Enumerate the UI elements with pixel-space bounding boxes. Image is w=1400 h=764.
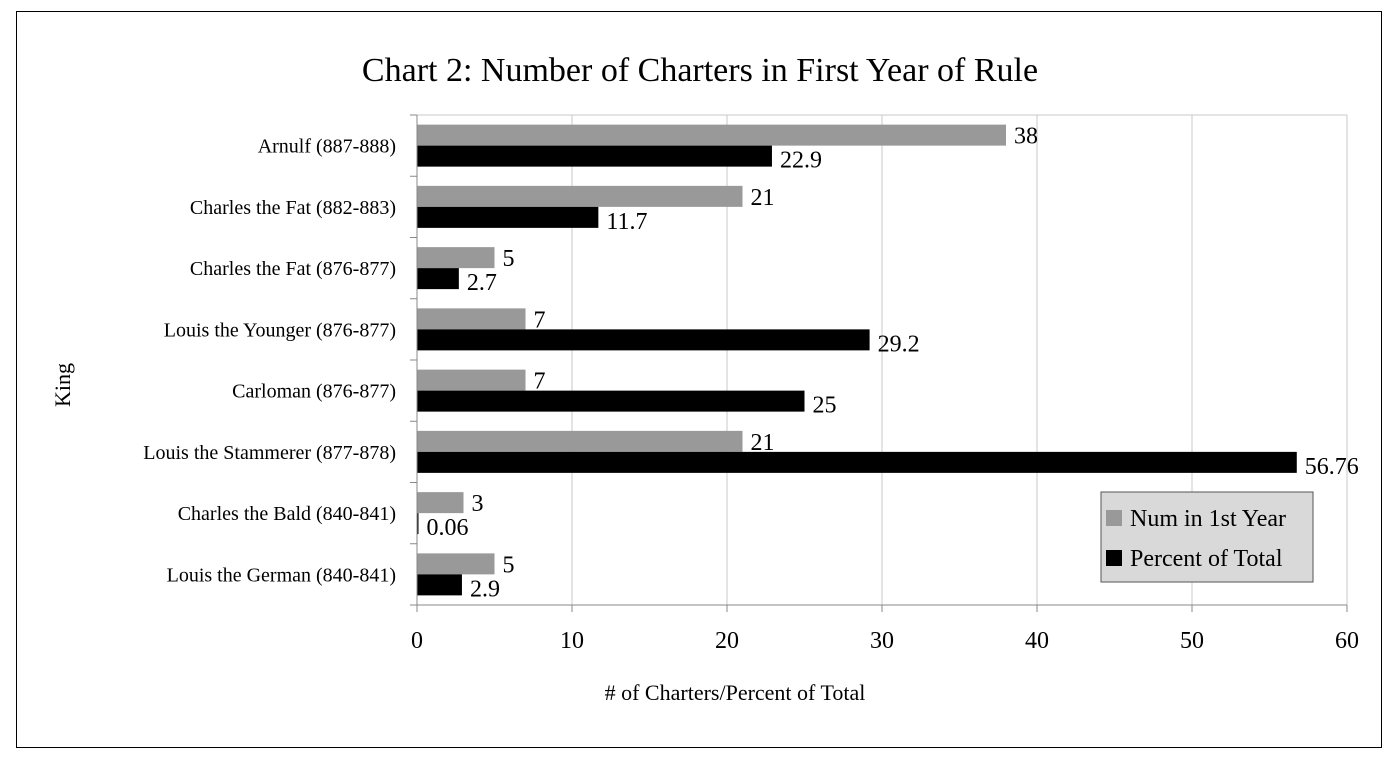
bar-num — [417, 308, 526, 330]
category-label: Arnulf (887-888) — [258, 136, 396, 158]
category-label: Charles the Fat (882-883) — [190, 197, 396, 219]
bar-num — [417, 553, 495, 575]
bar-num — [417, 124, 1006, 146]
y-axis-title: King — [50, 363, 75, 407]
x-tick-label-60: 60 — [1335, 628, 1359, 654]
bar-percent — [417, 145, 772, 167]
bar-num — [417, 185, 743, 207]
data-label: 3 — [472, 491, 484, 517]
bar-percent — [417, 451, 1297, 473]
bar-num — [417, 430, 743, 452]
data-label: 0.06 — [427, 515, 469, 541]
axes: 0 10 20 30 40 50 60 Arnulf (887-888) Charles the… — [143, 114, 1359, 654]
bar-percent — [417, 390, 805, 412]
bar-percent — [417, 574, 462, 596]
legend-label: Num in 1st Year — [1130, 506, 1286, 532]
data-label: 21 — [751, 430, 775, 456]
category-label: Louis the Younger (876-877) — [164, 319, 396, 341]
legend-swatch — [1106, 550, 1122, 566]
x-axis-title: # of Charters/Percent of Total — [605, 680, 866, 705]
data-label: 29.2 — [878, 331, 920, 357]
category-label: Louis the German (840-841) — [167, 564, 396, 586]
legend-swatch — [1106, 510, 1122, 526]
x-tick-label-50: 50 — [1180, 628, 1204, 654]
bar-num — [417, 492, 464, 514]
legend: Num in 1st Year Percent of Total — [1100, 491, 1314, 583]
bar-percent — [417, 513, 419, 535]
data-label: 22.9 — [780, 148, 822, 174]
x-tick-label-40: 40 — [1025, 628, 1049, 654]
category-label: Carloman (876-877) — [232, 381, 396, 403]
data-label: 7 — [534, 307, 546, 333]
x-tick-label-30: 30 — [870, 628, 894, 654]
data-label: 38 — [1014, 124, 1038, 150]
category-label: Louis the Stammerer (877-878) — [143, 442, 396, 464]
bar-percent — [417, 206, 599, 228]
data-label: 2.9 — [470, 576, 500, 602]
data-label: 5 — [503, 246, 515, 272]
bar-num — [417, 369, 526, 391]
x-tick-label-10: 10 — [560, 628, 584, 654]
category-label: Charles the Bald (840-841) — [178, 503, 396, 525]
data-label: 25 — [813, 393, 837, 419]
bars — [417, 124, 1297, 596]
bar-percent — [417, 329, 870, 351]
data-label: 21 — [751, 185, 775, 211]
category-label: Charles the Fat (876-877) — [190, 258, 396, 280]
chart-title: Chart 2: Number of Charters in First Yea… — [362, 52, 1038, 89]
bar-percent — [417, 268, 459, 290]
legend-box — [1100, 491, 1314, 583]
data-label: 11.7 — [606, 209, 647, 235]
data-label: 5 — [503, 552, 515, 578]
data-label: 2.7 — [467, 270, 497, 296]
x-tick-label-20: 20 — [715, 628, 739, 654]
x-tick-label-0: 0 — [411, 628, 423, 654]
data-label: 56.76 — [1305, 454, 1359, 480]
bar-num — [417, 247, 495, 269]
data-label: 7 — [534, 369, 546, 395]
legend-label: Percent of Total — [1130, 546, 1283, 572]
